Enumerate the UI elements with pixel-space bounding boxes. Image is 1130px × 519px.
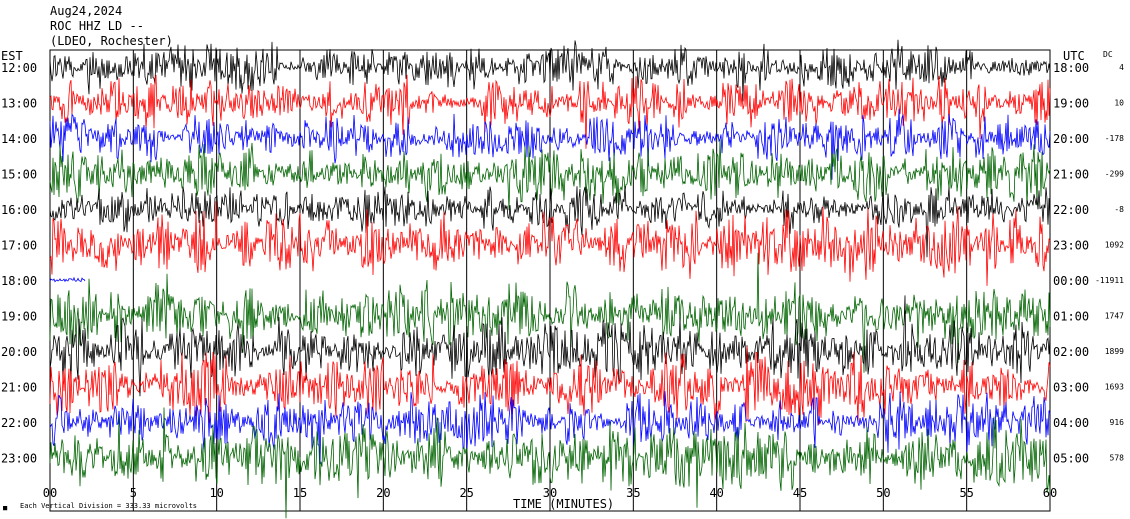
x-tick-label: 50 [876, 486, 890, 500]
dc-offset-label: 1899 [1105, 347, 1124, 356]
utc-hour-label: 23:00 [1053, 239, 1089, 253]
trace-0500 [49, 407, 1051, 519]
trace-2200 [49, 185, 1051, 258]
dc-offset-label: 10 [1114, 99, 1124, 108]
x-tick-label: 10 [209, 486, 223, 500]
utc-hour-label: 20:00 [1053, 132, 1089, 146]
est-hour-label: 18:00 [1, 274, 37, 288]
x-tick-label: 15 [293, 486, 307, 500]
utc-hour-label: 22:00 [1053, 203, 1089, 217]
trace-1900 [49, 74, 1051, 149]
header-station: ROC HHZ LD -- [50, 19, 144, 33]
dc-column-title: DC [1103, 50, 1113, 59]
header-date: Aug24,2024 [50, 4, 122, 18]
utc-hour-label: 01:00 [1053, 310, 1089, 324]
minute-gridlines [132, 50, 968, 511]
est-hour-label: 13:00 [1, 97, 37, 111]
utc-hour-label: 02:00 [1053, 345, 1089, 359]
dc-offset-label: 916 [1110, 418, 1125, 427]
minute-tick-labels: 00 5 10 15 20 25 30 35 40 45 50 55 60 [43, 486, 1057, 500]
est-hour-label: 19:00 [1, 310, 37, 324]
dc-offset-label: 1693 [1105, 383, 1124, 392]
trace-1800 [49, 39, 1051, 102]
est-hour-label: 21:00 [1, 381, 37, 395]
trace-0200 [49, 295, 1051, 397]
x-tick-label: 25 [459, 486, 473, 500]
est-hour-label: 15:00 [1, 168, 37, 182]
dc-offset-label: -11911 [1095, 276, 1124, 285]
dc-offset-label: 1747 [1105, 312, 1124, 321]
seismic-traces [49, 39, 1051, 519]
trace-0000 [49, 276, 86, 283]
dc-offset-label: 578 [1110, 454, 1125, 463]
est-hour-label: 20:00 [1, 345, 37, 359]
x-tick-label: 30 [543, 486, 557, 500]
trace-2000 [49, 108, 1051, 180]
dc-offset-label: -8 [1114, 205, 1124, 214]
dc-offset-label: 4 [1119, 63, 1124, 72]
x-tick-label: 20 [376, 486, 390, 500]
est-hour-label: 23:00 [1, 452, 37, 466]
x-tick-label: 5 [130, 486, 137, 500]
trace-2300 [49, 201, 1051, 286]
trace-0300 [49, 346, 1051, 425]
scale-note: Each Vertical Division = 333.33 microvol… [20, 502, 197, 510]
x-tick-label: 35 [626, 486, 640, 500]
x-tick-label: 45 [793, 486, 807, 500]
utc-hour-label: 21:00 [1053, 168, 1089, 182]
hour-labels: 12:00 18:00 4 13:00 19:00 10 14:00 20:00 -178 15:… [1, 61, 1124, 466]
utc-axis-title: UTC [1063, 49, 1085, 63]
est-hour-label: 17:00 [1, 239, 37, 253]
est-axis-title: EST [1, 49, 23, 63]
est-hour-label: 12:00 [1, 61, 37, 75]
utc-hour-label: 00:00 [1053, 274, 1089, 288]
corner-mark: ■ [3, 504, 8, 512]
trace-0400 [49, 391, 1051, 465]
est-hour-label: 16:00 [1, 203, 37, 217]
utc-hour-label: 19:00 [1053, 97, 1089, 111]
dc-offset-label: 1092 [1105, 241, 1124, 250]
x-tick-label: 60 [1043, 486, 1057, 500]
trace-2100 [49, 139, 1051, 211]
trace-0100 [49, 252, 1051, 373]
x-tick-label: 00 [43, 486, 57, 500]
utc-hour-label: 04:00 [1053, 416, 1089, 430]
utc-hour-label: 18:00 [1053, 61, 1089, 75]
x-axis-title: TIME (MINUTES) [513, 497, 614, 511]
est-hour-label: 22:00 [1, 416, 37, 430]
utc-hour-label: 05:00 [1053, 452, 1089, 466]
est-hour-label: 14:00 [1, 132, 37, 146]
x-tick-label: 55 [959, 486, 973, 500]
dc-offset-label: -299 [1105, 170, 1124, 179]
x-tick-label: 40 [709, 486, 723, 500]
dc-offset-label: -178 [1105, 134, 1124, 143]
utc-hour-label: 03:00 [1053, 381, 1089, 395]
header-network: (LDEO, Rochester) [50, 34, 173, 48]
